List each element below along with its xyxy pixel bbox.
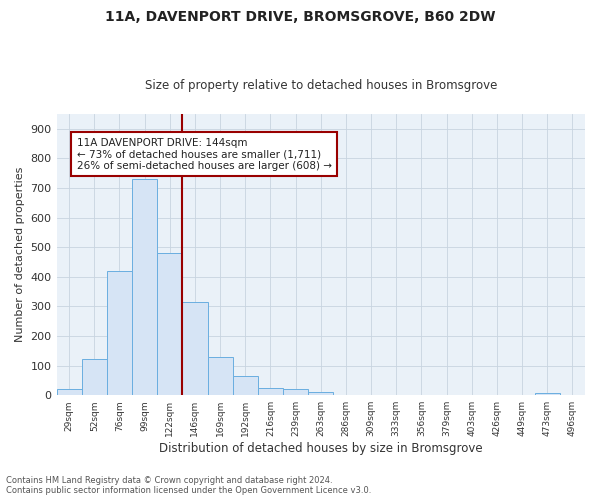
Y-axis label: Number of detached properties: Number of detached properties	[15, 167, 25, 342]
Bar	[308, 392, 334, 395]
Text: 11A, DAVENPORT DRIVE, BROMSGROVE, B60 2DW: 11A, DAVENPORT DRIVE, BROMSGROVE, B60 2D…	[105, 10, 495, 24]
Text: Contains HM Land Registry data © Crown copyright and database right 2024.
Contai: Contains HM Land Registry data © Crown c…	[6, 476, 371, 495]
Bar	[535, 393, 560, 395]
Bar	[283, 390, 308, 395]
Bar	[157, 253, 182, 395]
X-axis label: Distribution of detached houses by size in Bromsgrove: Distribution of detached houses by size …	[159, 442, 482, 455]
Title: Size of property relative to detached houses in Bromsgrove: Size of property relative to detached ho…	[145, 79, 497, 92]
Bar	[107, 272, 132, 395]
Bar	[258, 388, 283, 395]
Bar	[56, 390, 82, 395]
Bar	[82, 359, 107, 395]
Text: 11A DAVENPORT DRIVE: 144sqm
← 73% of detached houses are smaller (1,711)
26% of : 11A DAVENPORT DRIVE: 144sqm ← 73% of det…	[77, 138, 332, 171]
Bar	[233, 376, 258, 395]
Bar	[182, 302, 208, 395]
Bar	[208, 356, 233, 395]
Bar	[132, 179, 157, 395]
